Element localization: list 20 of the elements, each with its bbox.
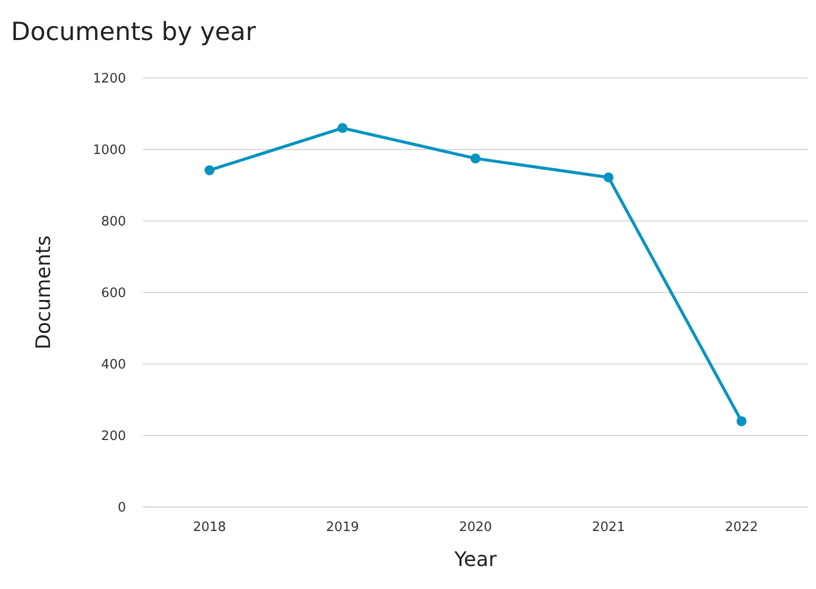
x-tick-label: 2018 (192, 520, 226, 535)
x-tick-label: 2021 (592, 520, 626, 535)
point (736, 416, 746, 426)
y-tick-label: 200 (101, 429, 126, 444)
point (204, 165, 214, 176)
y-tick-label: 1000 (92, 143, 126, 158)
y-tick-label: 400 (101, 358, 126, 373)
y-axis-title: Documents (31, 235, 55, 350)
y-tick-label: 1200 (92, 72, 126, 87)
x-tick-label: 2022 (724, 520, 758, 535)
x-tick-label: 2020 (458, 520, 492, 535)
point (470, 153, 480, 164)
y-tick-label: 800 (101, 214, 126, 230)
point (604, 172, 614, 182)
y-tick-label: 600 (101, 286, 126, 302)
point (338, 123, 348, 134)
x-axis-title: Year (453, 547, 498, 571)
y-tick-label: 0 (118, 500, 126, 516)
chart-title: Documents by year (11, 17, 257, 46)
x-tick-label: 2019 (326, 520, 360, 535)
